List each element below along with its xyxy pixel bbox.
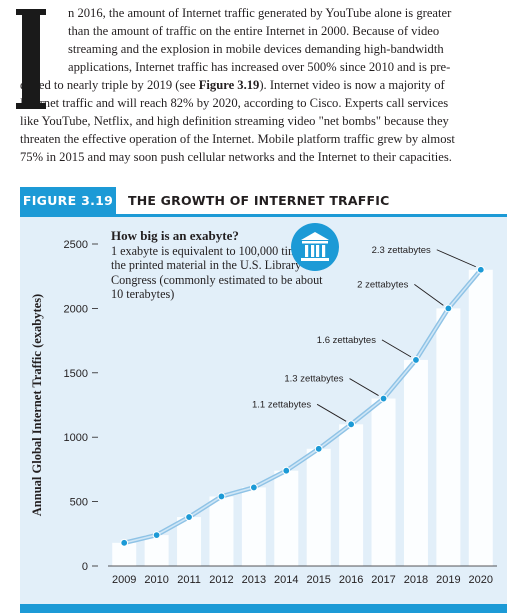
traffic-chart: 0 500 1000 1500 2000 2500 Annual Global Intern… xyxy=(30,239,497,586)
annotation-label: 1.6 zettabytes xyxy=(317,335,376,346)
x-tick-label: 2019 xyxy=(436,574,460,586)
annotation-label: 2.3 zettabytes xyxy=(372,245,431,256)
intro-text: ). Internet video is now a majority of xyxy=(259,78,445,92)
figure-header: FIGURE 3.19 THE GROWTH OF INTERNET TRAFF… xyxy=(20,187,507,217)
figure-number: FIGURE 3.19 xyxy=(20,187,116,214)
data-point xyxy=(152,531,161,539)
bar xyxy=(209,496,234,566)
bar xyxy=(274,470,299,566)
annotation-leader xyxy=(316,403,347,422)
info-body: 1 exabyte is equivalent to 100,000 times… xyxy=(111,243,323,302)
y-axis-title: Annual Global Internet Traffic (exabytes… xyxy=(30,294,44,516)
data-point xyxy=(379,394,388,403)
intro-line: than the amount of traffic on the entire… xyxy=(68,24,440,38)
annotation-label: 1.3 zettabytes xyxy=(284,374,343,385)
y-tick-label: 0 xyxy=(82,561,88,573)
annotation-leader xyxy=(414,284,444,306)
figure-footer-bar xyxy=(20,604,507,613)
intro-line: dicted to nearly triple by 2019 (see Fig… xyxy=(20,76,506,94)
x-tick-label: 2013 xyxy=(242,574,266,586)
annotation-leader xyxy=(381,339,412,358)
intro-line: applications, Internet traffic has incre… xyxy=(68,60,451,74)
x-tick-label: 2018 xyxy=(404,574,428,586)
bar xyxy=(339,424,364,566)
bar xyxy=(468,269,493,566)
figure-panel: FIGURE 3.19 THE GROWTH OF INTERNET TRAFF… xyxy=(20,187,507,613)
figure-title: THE GROWTH OF INTERNET TRAFFIC xyxy=(128,193,390,208)
bank-building-icon xyxy=(291,223,339,271)
y-tick-label: 500 xyxy=(70,497,88,509)
annotation-label: 1.1 zettabytes xyxy=(252,399,311,410)
data-point xyxy=(412,356,420,364)
bar xyxy=(403,359,428,566)
drop-cap-letter-i xyxy=(16,9,46,109)
bar xyxy=(144,535,169,566)
data-point xyxy=(282,466,291,475)
intro-line: n 2016, the amount of Internet traffic g… xyxy=(68,6,452,20)
x-tick-label: 2012 xyxy=(209,574,233,586)
data-point xyxy=(120,538,129,547)
data-point xyxy=(249,483,258,492)
info-title: How big is an exabyte? xyxy=(111,228,239,243)
bar xyxy=(371,398,396,566)
annotation-label: 2 zettabytes xyxy=(357,279,408,290)
annotation-leader xyxy=(349,378,379,396)
y-tick-label: 1000 xyxy=(64,432,88,444)
annotation-leader xyxy=(436,249,476,268)
intro-paragraph: n 2016, the amount of Internet traffic g… xyxy=(20,4,506,166)
intro-line: Internet traffic and will reach 82% by 2… xyxy=(20,96,449,110)
x-tick-label: 2009 xyxy=(112,574,136,586)
intro-line: streaming and the explosion in mobile de… xyxy=(68,42,444,56)
exabyte-info-box: How big is an exabyte? 1 exabyte is equi… xyxy=(111,228,323,302)
intro-line: like YouTube, Netflix, and high definiti… xyxy=(20,114,449,128)
bar xyxy=(306,448,331,566)
figure-reference: Figure 3.19 xyxy=(198,78,260,92)
y-tick-label: 2500 xyxy=(64,239,88,251)
bar xyxy=(436,308,461,566)
intro-text: dicted to nearly triple by 2019 (see xyxy=(20,78,199,92)
x-tick-label: 2010 xyxy=(144,574,168,586)
trend-line-highlight xyxy=(124,269,482,544)
x-tick-label: 2020 xyxy=(469,574,493,586)
y-tick-label: 1500 xyxy=(64,368,88,380)
bar xyxy=(177,517,202,566)
y-tick-label: 2000 xyxy=(64,303,88,315)
bar xyxy=(241,487,266,566)
data-point xyxy=(347,420,356,429)
x-tick-label: 2014 xyxy=(274,574,298,586)
x-tick-label: 2017 xyxy=(371,574,395,586)
data-point xyxy=(185,513,193,521)
x-tick-label: 2011 xyxy=(177,574,201,586)
x-tick-label: 2016 xyxy=(339,574,363,586)
data-point xyxy=(314,444,323,453)
intro-line: threaten the effective operation of the … xyxy=(20,132,455,146)
bar xyxy=(112,542,137,566)
data-point xyxy=(444,304,453,313)
data-point xyxy=(217,492,226,501)
data-point xyxy=(476,265,485,274)
x-tick-label: 2015 xyxy=(306,574,330,586)
intro-line: 75% in 2015 and may soon push cellular n… xyxy=(20,150,452,164)
